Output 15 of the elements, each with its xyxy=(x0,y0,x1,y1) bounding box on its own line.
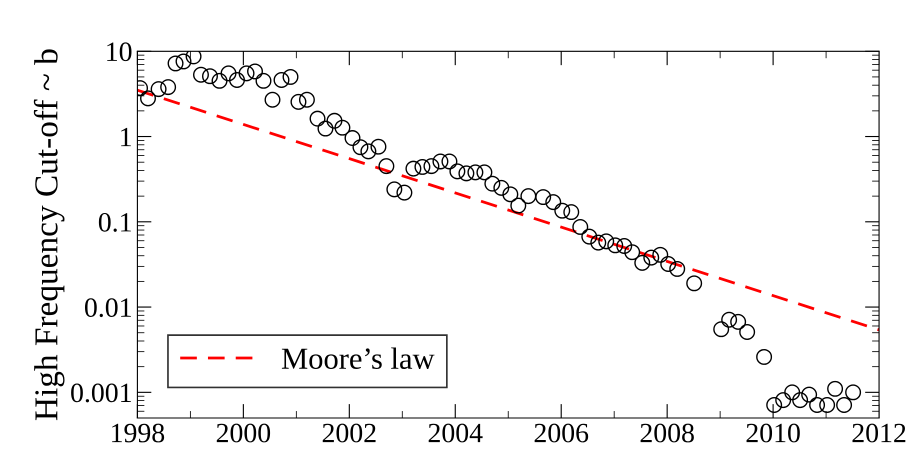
x-tick-label: 2010 xyxy=(746,424,800,442)
y-tick-label: 10 xyxy=(107,42,132,62)
x-tick-label: 2008 xyxy=(640,424,694,442)
y-tick-label: 0.1 xyxy=(98,212,131,232)
x-tick-label: 2000 xyxy=(216,424,270,442)
y-axis-title: High Frequency Cut-off ~ b xyxy=(34,49,64,420)
legend-label: Moore’s law xyxy=(282,348,434,370)
y-tick-label: 0.01 xyxy=(84,298,131,318)
x-tick-label: 1998 xyxy=(112,424,164,442)
x-tick-label: 2012 xyxy=(852,424,906,442)
x-tick-label: 2002 xyxy=(322,424,376,442)
y-tick-label: 0.001 xyxy=(71,384,131,402)
x-tick-label: 2006 xyxy=(534,424,588,442)
x-tick-label: 2004 xyxy=(428,424,483,442)
y-tick-label: 1 xyxy=(121,128,131,146)
